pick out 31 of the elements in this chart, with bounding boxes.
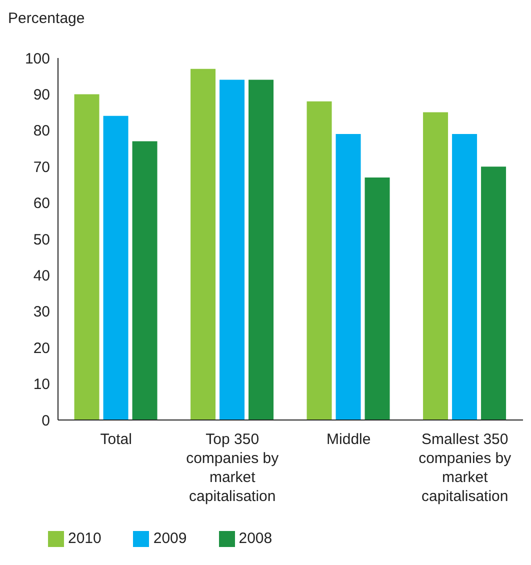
legend-label: 2010 xyxy=(68,530,102,547)
legend-label: 2009 xyxy=(153,530,187,547)
bar xyxy=(103,116,128,420)
y-tick-label: 10 xyxy=(33,376,50,394)
bar xyxy=(481,166,506,420)
y-tick-label: 0 xyxy=(42,412,50,430)
bar xyxy=(306,101,332,420)
x-tick-label: Total xyxy=(100,430,132,448)
y-tick-label: 60 xyxy=(33,195,50,212)
bar xyxy=(364,177,390,420)
y-tick-label: 20 xyxy=(33,340,50,357)
y-tick-label: 70 xyxy=(33,158,50,176)
bar xyxy=(248,80,274,420)
y-axis-title: Percentage xyxy=(8,10,85,27)
bar xyxy=(452,134,478,420)
y-tick-label: 90 xyxy=(33,86,50,104)
x-tick-label: Middle xyxy=(326,430,371,448)
y-tick-label: 100 xyxy=(24,50,50,68)
x-tick-label: Top 350 companies by market capitalisation xyxy=(186,430,280,505)
bar xyxy=(423,112,448,420)
bar xyxy=(220,80,245,420)
y-tick-label: 80 xyxy=(33,122,50,140)
bar xyxy=(336,134,361,420)
bar xyxy=(190,68,216,420)
legend-label: 2008 xyxy=(238,530,272,547)
bar xyxy=(132,141,158,420)
x-tick-label: Smallest 350 companies by market capitalisation xyxy=(418,430,512,505)
y-tick-label: 40 xyxy=(33,268,50,285)
y-tick-label: 50 xyxy=(33,231,50,248)
bar xyxy=(74,94,100,420)
y-tick-label: 30 xyxy=(33,304,50,321)
